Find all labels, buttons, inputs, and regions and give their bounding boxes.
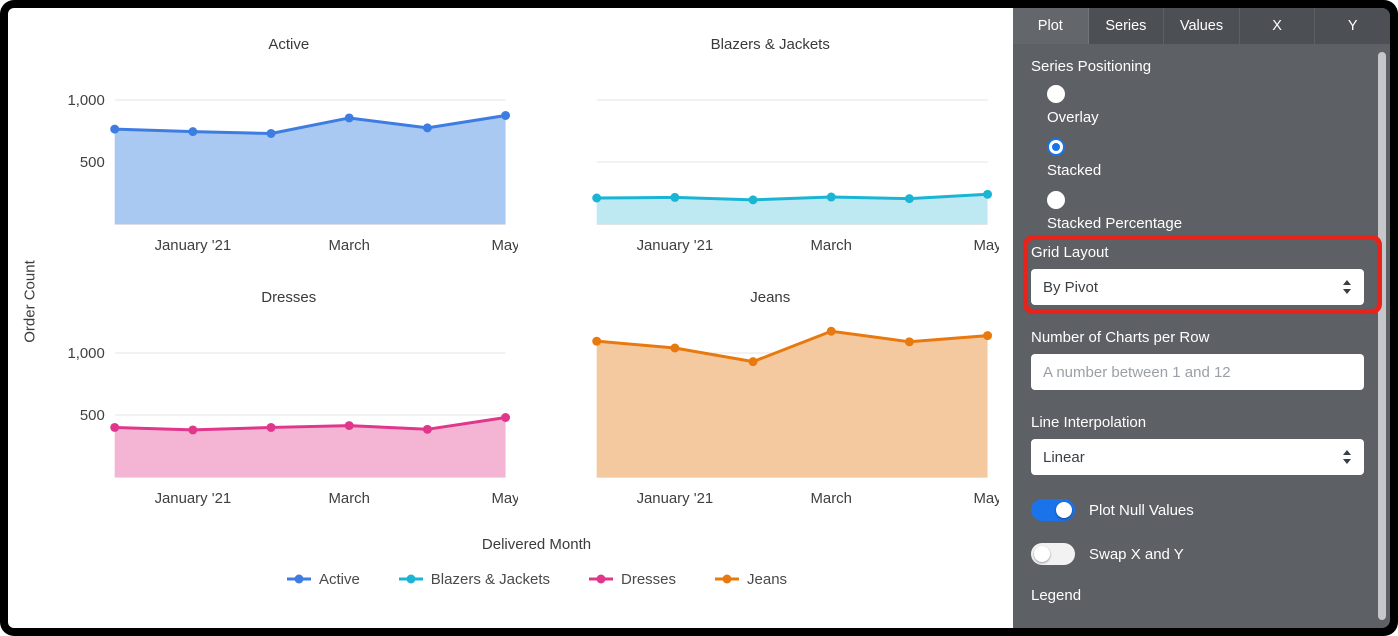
updown-arrows-icon bbox=[1343, 280, 1351, 294]
grid-layout-value: By Pivot bbox=[1043, 278, 1099, 296]
legend-item-active[interactable]: Active bbox=[286, 571, 360, 588]
radio-label: Stacked bbox=[1047, 162, 1102, 179]
chart-title: Active bbox=[268, 36, 310, 53]
grid-layout-select[interactable]: By Pivot bbox=[1031, 269, 1364, 305]
svg-text:500: 500 bbox=[80, 155, 105, 171]
charts-grid: Active 500 1,000 January '21 March May Blaze… bbox=[8, 8, 1013, 524]
chart-title: Blazers & Jackets bbox=[710, 36, 830, 53]
radio-label: Stacked Percentage bbox=[1047, 215, 1183, 232]
panel-scrollbar[interactable] bbox=[1378, 52, 1386, 620]
svg-text:1,000: 1,000 bbox=[67, 346, 104, 362]
radio-stacked-percentage[interactable]: Stacked Percentage bbox=[1047, 191, 1364, 232]
chart-cell-active: Active 500 1,000 January '21 March May bbox=[60, 28, 517, 271]
radio-icon bbox=[1047, 191, 1065, 209]
updown-arrows-icon bbox=[1343, 450, 1351, 464]
chart-plot-dresses[interactable]: 500 1,000 January '21 March May bbox=[60, 310, 517, 524]
chart-cell-dresses: Dresses 500 1,000 January '21 March May bbox=[60, 281, 517, 524]
legend-label: Dresses bbox=[621, 570, 677, 588]
toggle-label: Plot Null Values bbox=[1089, 501, 1194, 519]
legend-line-dot-icon bbox=[398, 573, 424, 585]
line-interpolation-select[interactable]: Linear bbox=[1031, 439, 1364, 475]
toggle-icon bbox=[1031, 543, 1075, 565]
svg-text:January '21: January '21 bbox=[155, 238, 232, 254]
chart-title: Jeans bbox=[750, 288, 791, 306]
legend-label: Blazers & Jackets bbox=[430, 570, 551, 588]
chart-plot-blazers[interactable]: January '21 March May bbox=[542, 57, 999, 271]
radio-icon bbox=[1047, 138, 1065, 156]
svg-text:March: March bbox=[329, 238, 370, 254]
charts-per-row-input[interactable] bbox=[1031, 354, 1364, 390]
charts-per-row-label: Number of Charts per Row bbox=[1031, 329, 1210, 346]
svg-text:May: May bbox=[973, 491, 999, 507]
grid-layout-section: Grid Layout By Pivot bbox=[1023, 235, 1382, 314]
grid-layout-label: Grid Layout bbox=[1031, 244, 1109, 261]
chart-canvas: Order Count Active 500 1,000 January '21 Ma… bbox=[8, 8, 1013, 628]
tab-plot[interactable]: Plot bbox=[1013, 8, 1089, 44]
tab-values[interactable]: Values bbox=[1164, 8, 1240, 44]
panel-body: Series Positioning Overlay Stacked Stack… bbox=[1013, 44, 1390, 604]
plot-settings-panel: Plot Series Values X Y Series Positionin… bbox=[1013, 8, 1390, 628]
svg-text:May: May bbox=[973, 238, 999, 254]
chart-title: Dresses bbox=[261, 288, 317, 306]
line-interpolation-section: Line Interpolation Linear bbox=[1031, 414, 1364, 475]
legend-line-dot-icon bbox=[286, 573, 312, 585]
svg-text:500: 500 bbox=[80, 408, 105, 424]
toggle-icon bbox=[1031, 499, 1075, 521]
svg-text:March: March bbox=[329, 491, 370, 507]
charts-per-row-section: Number of Charts per Row bbox=[1031, 329, 1364, 390]
chart-cell-blazers: Blazers & Jackets January '21 March May bbox=[542, 28, 999, 271]
radio-overlay[interactable]: Overlay bbox=[1047, 85, 1364, 126]
svg-text:January '21: January '21 bbox=[155, 491, 232, 507]
legend-item-dresses[interactable]: Dresses bbox=[588, 571, 676, 588]
chart-legend: Active Blazers & Jackets Dresses Jeans bbox=[8, 571, 1013, 588]
chart-plot-jeans[interactable]: January '21 March May bbox=[542, 310, 999, 524]
svg-text:1,000: 1,000 bbox=[67, 93, 104, 109]
svg-text:March: March bbox=[810, 238, 851, 254]
tab-series[interactable]: Series bbox=[1089, 8, 1165, 44]
line-interpolation-label: Line Interpolation bbox=[1031, 414, 1147, 431]
tab-y[interactable]: Y bbox=[1347, 18, 1358, 34]
toggle-plot-null-values[interactable]: Plot Null Values bbox=[1031, 499, 1364, 521]
chart-cell-jeans: Jeans January '21 March May bbox=[542, 281, 999, 524]
y-axis-title: Order Count bbox=[21, 260, 39, 343]
line-interpolation-value: Linear bbox=[1043, 448, 1085, 466]
svg-text:March: March bbox=[810, 491, 851, 507]
radio-icon bbox=[1047, 85, 1065, 103]
legend-line-dot-icon bbox=[588, 573, 614, 585]
x-axis-title: Delivered Month bbox=[481, 535, 592, 553]
legend-label: Active bbox=[318, 570, 360, 588]
legend-line-dot-icon bbox=[714, 573, 740, 585]
legend-section-label: Legend bbox=[1031, 587, 1082, 604]
svg-text:January '21: January '21 bbox=[636, 491, 713, 507]
toggle-label: Swap X and Y bbox=[1089, 545, 1184, 563]
series-positioning-label: Series Positioning bbox=[1031, 58, 1152, 75]
tab-x[interactable]: X bbox=[1240, 8, 1316, 44]
radio-label: Overlay bbox=[1047, 109, 1099, 126]
toggle-swap-x-and-y[interactable]: Swap X and Y bbox=[1031, 543, 1364, 565]
svg-text:May: May bbox=[491, 491, 517, 507]
chart-plot-active[interactable]: 500 1,000 January '21 March May bbox=[60, 57, 517, 271]
svg-text:January '21: January '21 bbox=[636, 238, 713, 254]
panel-tabs: Plot Series Values X Y bbox=[1013, 8, 1390, 44]
legend-item-jeans[interactable]: Jeans bbox=[714, 571, 787, 588]
legend-item-blazers[interactable]: Blazers & Jackets bbox=[398, 571, 550, 588]
legend-label: Jeans bbox=[747, 570, 788, 588]
radio-stacked[interactable]: Stacked bbox=[1047, 138, 1364, 179]
svg-text:May: May bbox=[491, 238, 517, 254]
